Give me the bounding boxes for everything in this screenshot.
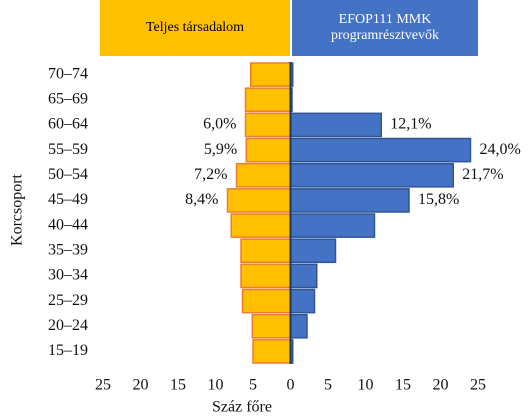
x-tick-label: 15 [395,377,411,394]
x-tick-label: 25 [470,377,486,394]
bar [289,213,376,238]
bar [240,263,292,289]
y-tick-label: 50–54 [48,166,88,183]
y-tick-label: 45–49 [48,191,88,208]
y-axis-title: Korcsoport [9,173,26,246]
bar [289,137,472,163]
x-tick-label: 5 [324,377,332,394]
bar [245,137,292,163]
bar [250,62,292,87]
x-tick-label: 20 [433,377,449,394]
legend-entry: EFOP111 MMK programrésztvevők [292,0,478,56]
bar [251,313,292,339]
bar [289,313,308,339]
x-tick-label: 5 [249,377,257,394]
bar [241,288,292,314]
data-label: 12,1% [390,116,431,133]
legend-entry: Teljes társadalom [100,0,290,56]
x-tick-label: 0 [287,377,295,394]
data-label: 5,9% [204,141,237,158]
y-tick-label: 65–69 [48,90,88,107]
x-tick-label: 10 [358,377,374,394]
x-tick-label: 10 [208,377,224,394]
bar [289,288,316,314]
bar [289,238,337,264]
y-tick-label: 55–59 [48,141,88,158]
y-tick-label: 25–29 [48,292,88,309]
y-tick-label: 30–34 [48,267,88,284]
data-label: 21,7% [462,166,503,183]
y-tick-label: 60–64 [48,116,88,133]
bar [252,339,292,364]
bar [235,162,292,188]
y-tick-label: 20–24 [48,317,88,334]
bar [244,112,292,138]
bar [230,213,292,238]
bar [289,263,318,289]
bar [244,87,292,113]
data-label: 6,0% [203,116,236,133]
x-tick-label: 25 [95,377,111,394]
x-tick-label: 20 [133,377,149,394]
bar [226,188,292,213]
data-label: 8,4% [185,191,218,208]
y-tick-label: 70–74 [48,65,88,82]
data-label: 15,8% [418,191,459,208]
y-tick-label: 40–44 [48,216,88,233]
bar [289,162,454,188]
x-axis-title: Száz főre [212,399,272,416]
y-tick-label: 15–19 [48,342,88,359]
x-tick-label: 15 [170,377,186,394]
bar [289,188,410,213]
data-label: 24,0% [480,141,521,158]
data-label: 7,2% [194,166,227,183]
bar [240,238,292,264]
bar [289,112,382,138]
y-tick-label: 35–39 [48,241,88,258]
